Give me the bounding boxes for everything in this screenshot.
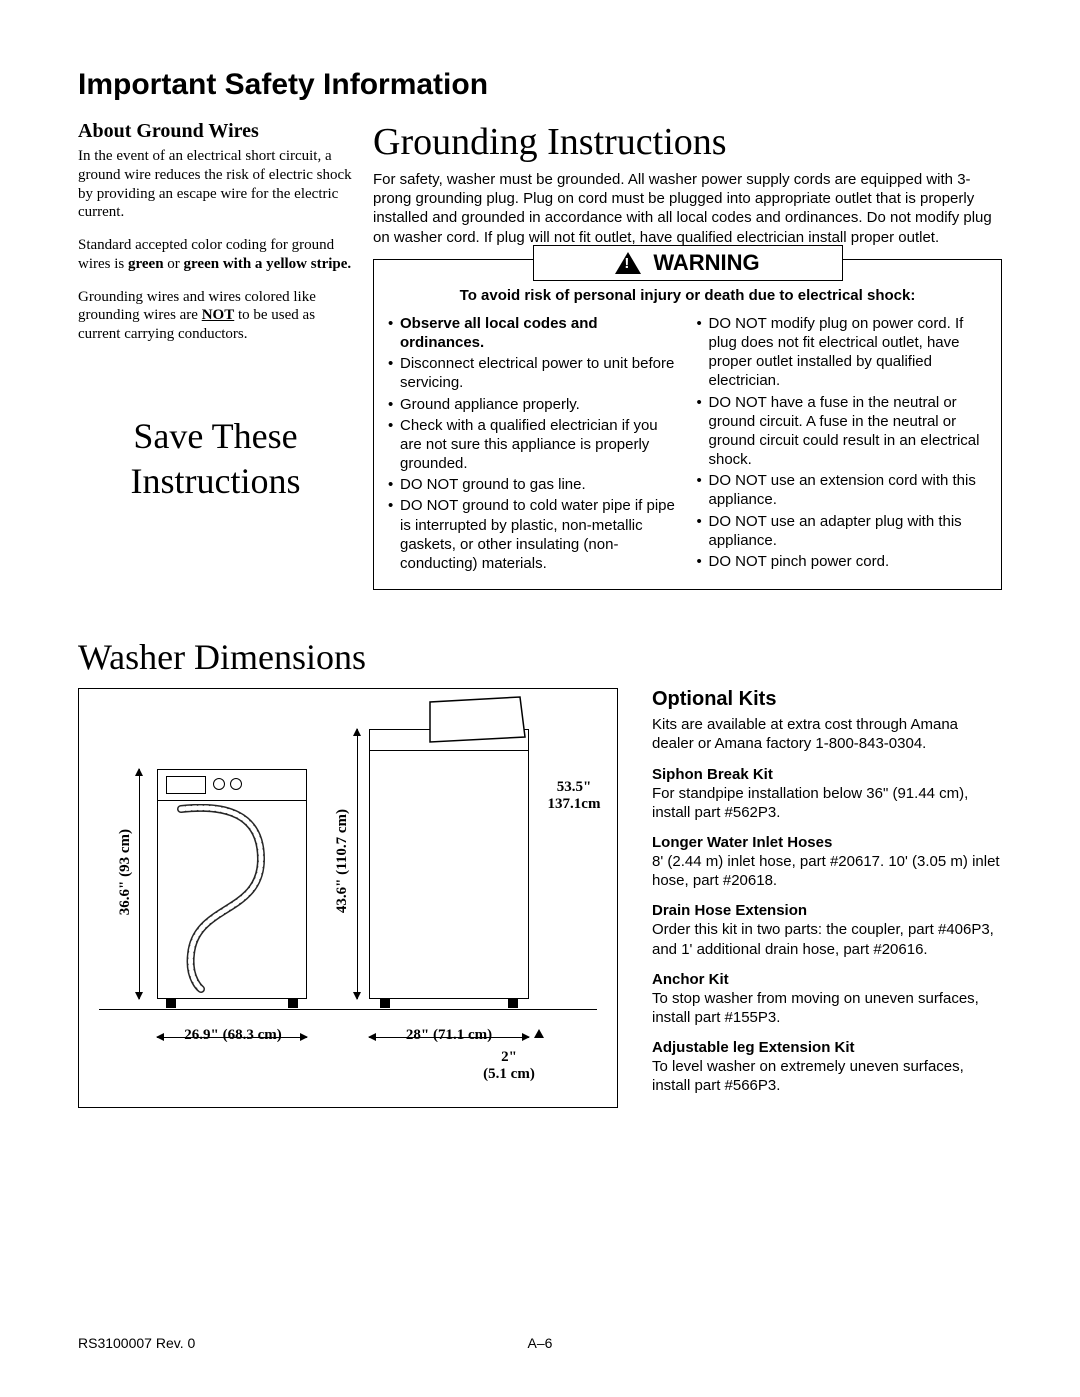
warning-right-list: DO NOT modify plug on power cord. If plu… xyxy=(697,314,988,571)
warning-item: Disconnect electrical power to unit befo… xyxy=(388,354,679,392)
about-p2d: green with a yellow stripe. xyxy=(184,256,352,272)
optional-item-heading: Drain Hose Extension xyxy=(652,902,1002,919)
optional-item-heading: Anchor Kit xyxy=(652,971,1002,988)
optional-item-heading: Adjustable leg Extension Kit xyxy=(652,1039,1002,1056)
page-footer: RS3100007 Rev. 0 A–6 xyxy=(78,1335,1002,1351)
back-box xyxy=(166,776,206,794)
baseline xyxy=(99,1009,597,1010)
arrow-foot-up xyxy=(534,1029,544,1038)
optional-heading: Optional Kits xyxy=(652,688,1002,711)
label-right-h: 43.6" (110.7 cm) xyxy=(334,809,351,913)
optional-item-body: Order this kit in two parts: the coupler… xyxy=(652,920,1002,958)
warning-item: DO NOT have a fuse in the neutral or gro… xyxy=(697,393,988,470)
warning-item: DO NOT ground to cold water pipe if pipe… xyxy=(388,496,679,573)
label-left-w: 26.9" (68.3 cm) xyxy=(163,1027,303,1044)
optional-kits: Optional Kits Kits are available at extr… xyxy=(652,688,1002,1108)
save-these-instructions: Save These Instructions xyxy=(78,414,353,504)
label-right-w: 28" (71.1 cm) xyxy=(389,1027,509,1044)
warning-item: Observe all local codes and ordinances. xyxy=(388,314,679,352)
grounding-heading: Grounding Instructions xyxy=(373,120,1002,164)
label-total-h: 53.5" 137.1cm xyxy=(539,779,609,814)
warning-item: Ground appliance properly. xyxy=(388,395,679,414)
foot-sr xyxy=(508,998,518,1008)
footer-left: RS3100007 Rev. 0 xyxy=(78,1335,195,1351)
warning-header: WARNING xyxy=(533,245,843,281)
warning-item: DO NOT modify plug on power cord. If plu… xyxy=(697,314,988,391)
optional-item-body: To level washer on extremely uneven surf… xyxy=(652,1057,1002,1095)
left-column: About Ground Wires In the event of an el… xyxy=(78,120,353,590)
label-foot: 2" (5.1 cm) xyxy=(459,1049,559,1084)
warning-item: DO NOT ground to gas line. xyxy=(388,475,679,494)
about-p2c: or xyxy=(164,256,184,272)
back-panel-line xyxy=(158,800,306,801)
dimensions-wrap: 36.6" (93 cm) 26.9" (68.3 cm) 43.6" (110… xyxy=(78,688,1002,1108)
arrow-left-h xyxy=(139,769,140,999)
foot-sl xyxy=(380,998,390,1008)
top-columns: About Ground Wires In the event of an el… xyxy=(78,120,1002,590)
warning-item: DO NOT use an adapter plug with this app… xyxy=(697,512,988,550)
warning-item: DO NOT pinch power cord. xyxy=(697,552,988,571)
warning-label: WARNING xyxy=(653,250,759,276)
optional-item-body: To stop washer from moving on uneven sur… xyxy=(652,989,1002,1027)
save-line1: Save These xyxy=(133,416,297,456)
foot-br xyxy=(288,998,298,1008)
dimensions-section: Washer Dimensions 36.6" ( xyxy=(78,636,1002,1108)
warning-columns: Observe all local codes and ordinances.D… xyxy=(388,314,987,575)
label-total-h1: 53.5" xyxy=(557,779,592,795)
label-left-h: 36.6" (93 cm) xyxy=(117,829,134,915)
label-foot2: (5.1 cm) xyxy=(483,1066,535,1082)
about-heading: About Ground Wires xyxy=(78,120,353,143)
about-p2b: green xyxy=(128,256,164,272)
warning-lead: To avoid risk of personal injury or deat… xyxy=(388,287,987,304)
washer-lid xyxy=(425,692,545,752)
dimensions-heading: Washer Dimensions xyxy=(78,636,1002,678)
optional-intro: Kits are available at extra cost through… xyxy=(652,715,1002,753)
optional-item-heading: Longer Water Inlet Hoses xyxy=(652,834,1002,851)
dimensions-figure: 36.6" (93 cm) 26.9" (68.3 cm) 43.6" (110… xyxy=(78,688,618,1108)
washer-side-outline xyxy=(369,729,529,999)
warning-item: Check with a qualified electrician if yo… xyxy=(388,416,679,474)
arrow-right-h xyxy=(357,729,358,999)
warning-icon xyxy=(615,252,641,274)
back-port2 xyxy=(230,778,242,790)
right-column: Grounding Instructions For safety, washe… xyxy=(373,120,1002,590)
optional-item-body: 8' (2.44 m) inlet hose, part #20617. 10'… xyxy=(652,852,1002,890)
optional-item-body: For standpipe installation below 36" (91… xyxy=(652,784,1002,822)
optional-list: Siphon Break KitFor standpipe installati… xyxy=(652,766,1002,1096)
grounding-body: For safety, washer must be grounded. All… xyxy=(373,170,1002,247)
save-line2: Instructions xyxy=(131,461,301,501)
label-total-h2: 137.1cm xyxy=(548,796,601,812)
about-p1: In the event of an electrical short circ… xyxy=(78,147,353,222)
washer-back-outline xyxy=(157,769,307,999)
about-p2: Standard accepted color coding for groun… xyxy=(78,236,353,274)
warning-box: WARNING To avoid risk of personal injury… xyxy=(373,259,1002,590)
warning-item: DO NOT use an extension cord with this a… xyxy=(697,471,988,509)
about-p3b: NOT xyxy=(202,307,235,323)
footer-mid: A–6 xyxy=(528,1335,553,1351)
about-p3: Grounding wires and wires colored like g… xyxy=(78,288,353,344)
label-foot1: 2" xyxy=(501,1049,517,1065)
page-title: Important Safety Information xyxy=(78,68,1002,102)
warning-left-list: Observe all local codes and ordinances.D… xyxy=(388,314,679,573)
back-port1 xyxy=(213,778,225,790)
foot-bl xyxy=(166,998,176,1008)
optional-item-heading: Siphon Break Kit xyxy=(652,766,1002,783)
side-panel-line xyxy=(370,750,528,751)
drain-hose xyxy=(166,804,296,994)
